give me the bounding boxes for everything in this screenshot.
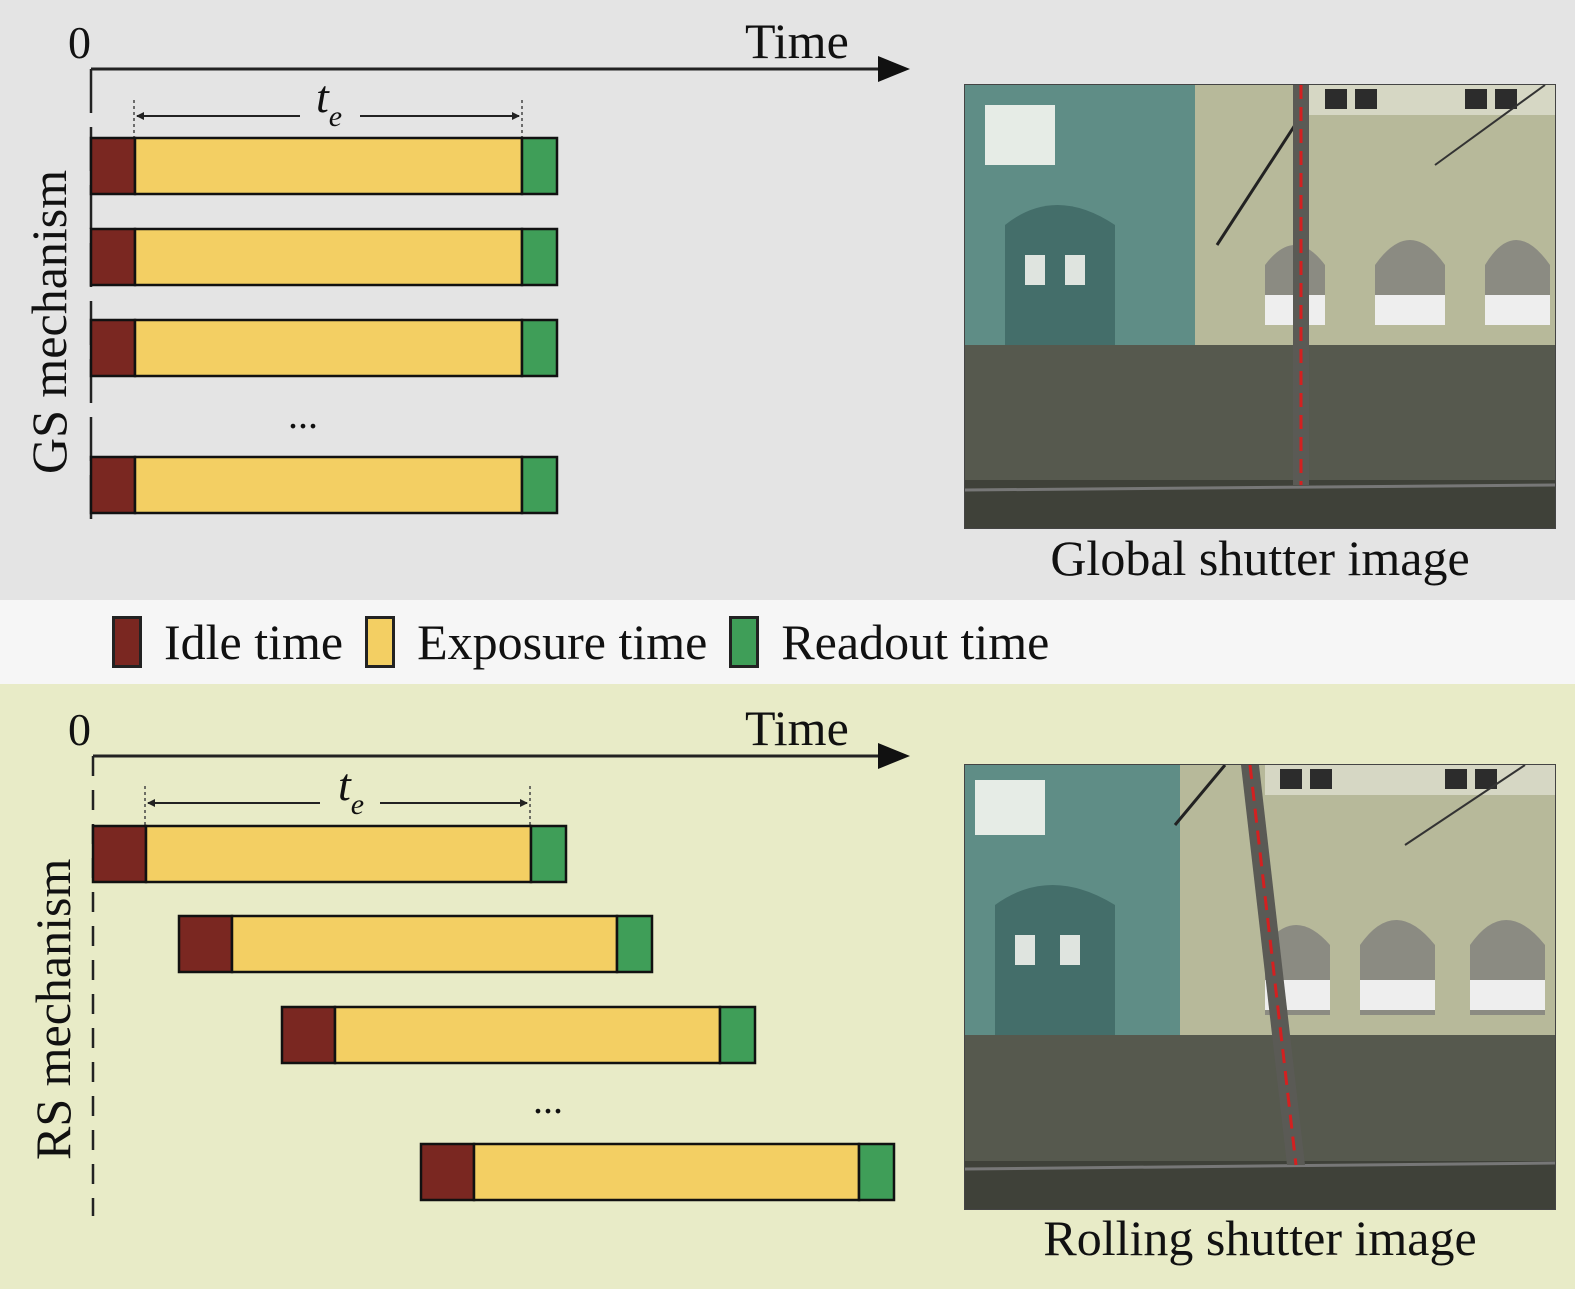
rs-time-arrow-icon [878, 743, 910, 769]
readout-segment [520, 455, 559, 515]
rolling-shutter-image [964, 764, 1556, 1210]
gs-time-arrow-icon [878, 56, 910, 82]
exposure-segment [144, 824, 533, 884]
global-shutter-image [964, 84, 1556, 529]
rs-row-1 [91, 824, 568, 884]
readout-segment [615, 914, 654, 974]
rs-row-3 [280, 1005, 757, 1065]
legend: Idle time Exposure time Readout time [112, 612, 1071, 672]
gs-origin-label: 0 [68, 17, 91, 68]
rs-te-symbol: t [338, 759, 352, 810]
exposure-segment [333, 1005, 722, 1065]
exposure-segment [133, 227, 524, 287]
rs-te-label: te [338, 759, 364, 821]
legend-item-idle: Idle time [112, 613, 343, 671]
legend-readout-label: Readout time [781, 614, 1050, 670]
idle-segment [89, 136, 137, 196]
global-shutter-scene [965, 85, 1555, 528]
rs-side-label: RS mechanism [25, 859, 81, 1160]
idle-segment [177, 914, 234, 974]
idle-segment [419, 1142, 476, 1202]
legend-item-exposure: Exposure time [365, 613, 707, 671]
rs-te-subscript: e [351, 788, 364, 821]
gs-row-2 [89, 227, 559, 287]
gs-caption: Global shutter image [1050, 530, 1470, 586]
exposure-segment [230, 914, 619, 974]
legend-exposure-label: Exposure time [417, 614, 708, 670]
rs-ellipsis: ... [533, 1077, 563, 1122]
rs-time-label: Time [745, 700, 849, 756]
gs-side-label: GS mechanism [21, 170, 77, 474]
rs-bars [91, 824, 896, 1202]
exposure-segment [133, 136, 524, 196]
readout-segment [520, 227, 559, 287]
rs-row-2 [177, 914, 654, 974]
readout-segment [857, 1142, 896, 1202]
gs-te-subscript: e [329, 100, 342, 133]
rolling-shutter-scene [965, 765, 1555, 1209]
idle-segment [280, 1005, 337, 1065]
gs-timeline: 0 Time te ... GS mechanism [21, 13, 910, 530]
readout-segment [520, 136, 559, 196]
legend-panel [0, 600, 1575, 684]
gs-te-label: te [316, 71, 342, 133]
gs-ellipsis: ... [288, 392, 318, 437]
idle-segment [89, 227, 137, 287]
rs-timeline: 0 Time te ... RS mechanism [25, 700, 910, 1216]
rs-origin-label: 0 [68, 704, 91, 755]
idle-segment [89, 318, 137, 378]
readout-segment [520, 318, 559, 378]
gs-row-4 [89, 455, 559, 515]
idle-segment [89, 455, 137, 515]
gs-te-symbol: t [316, 71, 330, 122]
legend-item-readout: Readout time [729, 613, 1049, 671]
exposure-swatch [365, 616, 396, 668]
exposure-segment [133, 318, 524, 378]
legend-idle-label: Idle time [164, 614, 344, 670]
idle-swatch [112, 616, 142, 668]
readout-segment [529, 824, 568, 884]
readout-swatch [729, 616, 760, 668]
rs-caption: Rolling shutter image [1043, 1210, 1477, 1266]
gs-row-1 [89, 136, 559, 196]
rs-row-4 [419, 1142, 896, 1202]
exposure-segment [472, 1142, 861, 1202]
gs-bars [89, 136, 559, 515]
idle-segment [91, 824, 148, 884]
readout-segment [718, 1005, 757, 1065]
exposure-segment [133, 455, 524, 515]
gs-row-3 [89, 318, 559, 378]
gs-time-label: Time [745, 13, 849, 69]
